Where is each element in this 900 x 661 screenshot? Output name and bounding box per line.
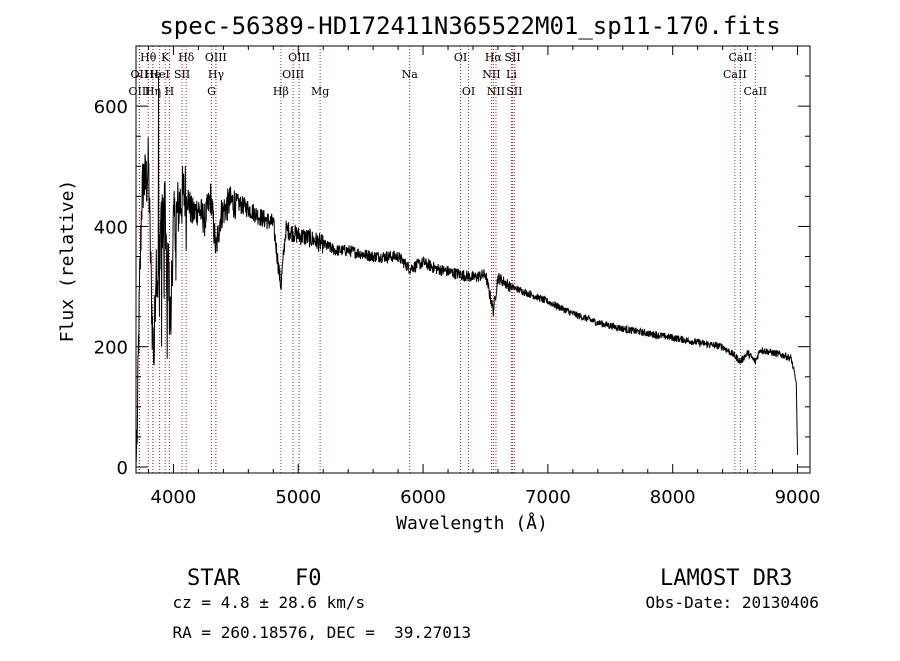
line-marker-label: NII [487,85,505,98]
line-marker-label: NII [482,68,500,81]
line-marker-label: OIII [288,51,310,64]
line-marker-label: CaII [729,51,753,64]
line-marker-label: Hη [145,85,161,98]
line-marker-label: OIII [205,51,227,64]
object-class-label: STAR [186,566,240,591]
y-tick-label: 200 [94,338,128,359]
line-marker-label: SII [174,68,190,81]
y-axis: 0 200 400 600 [94,75,810,479]
x-tick-label: 9000 [775,487,821,508]
y-tick-label: 600 [94,97,128,118]
line-marker-label: Hα [485,51,503,64]
line-marker-label: Na [402,68,419,81]
plot-frame [135,45,811,474]
x-tick-label: 7000 [525,487,571,508]
object-class: STAR [134,541,240,616]
y-tick-label: 0 [117,458,128,479]
x-tick-label: 5000 [275,487,321,508]
survey-name: LAMOST DR3 [607,541,792,616]
line-marker-label: CaII [723,68,747,81]
line-marker-label: OI [462,85,475,98]
line-marker-label: CaII [743,85,767,98]
x-tick-label: 4000 [151,487,197,508]
line-marker-label: G [207,85,216,98]
coordinates-label: RA = 260.18576, DEC = 39.27013 [172,623,472,642]
x-axis: 4000 5000 6000 7000 8000 9000 [147,46,821,508]
line-marker-label: OIII [128,85,150,98]
line-markers [138,46,756,473]
chart-title: spec-56389-HD172411N365522M01_sp11-170.f… [159,12,780,40]
line-marker-label: OIII [282,68,304,81]
redshift: cz = 4.8 ± 28.6 km/s [134,574,366,631]
x-tick-label: 8000 [650,487,696,508]
line-marker-label: OI [454,51,467,64]
line-marker-label: HeI [149,68,169,81]
redshift-label: cz = 4.8 ± 28.6 km/s [172,593,366,612]
line-marker-label: Li [506,68,517,81]
survey-label: LAMOST DR3 [659,566,793,591]
coordinates: RA = 260.18576, DEC = 39.27013 [134,604,472,661]
line-marker-label: Hγ [208,68,225,81]
y-axis-label: Flux (relative) [57,180,78,343]
line-marker-label: SII [504,51,520,64]
line-marker-label: Hβ [273,85,289,98]
line-marker-label: SII [506,85,522,98]
line-marker-label: He [145,68,161,81]
obs-date-label: Obs-Date: 20130406 [645,593,819,612]
obs-date: Obs-Date: 20130406 [607,574,819,631]
y-tick-label: 400 [94,217,128,238]
line-marker-label: Mg [311,85,329,98]
line-marker-label: Hδ [178,51,195,64]
flux-series-line [135,76,798,468]
subclass: F0 [242,541,322,616]
subclass-label: F0 [294,566,322,591]
line-marker-label: H [165,85,175,98]
line-marker-label: OII [131,68,149,81]
x-axis-label: Wavelength (Å) [396,512,548,534]
x-tick-label: 6000 [400,487,446,508]
line-marker-label: K [161,51,170,64]
line-marker-labels: Hθ OII OIII He Hη K HeI H SII Hδ OIII Hγ G Hβ OIII OIII… [128,51,767,98]
line-marker-label: Hθ [140,51,157,64]
